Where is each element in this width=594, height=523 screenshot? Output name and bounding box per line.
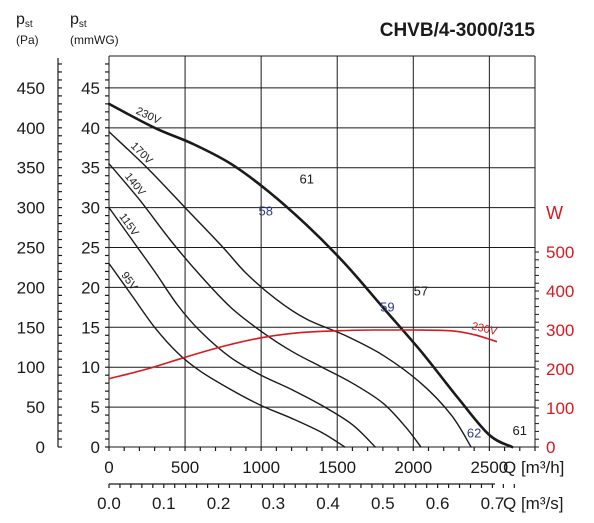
series-lines <box>107 102 514 449</box>
watt-tick-label: 0 <box>546 438 555 457</box>
m3s-tick-label: 0.5 <box>371 494 395 513</box>
m3s-tick-label: 0.7 <box>481 494 505 513</box>
mmwg-tick-label: 30 <box>81 199 100 218</box>
m3h-tick-label: 1500 <box>318 458 356 477</box>
pressure-curve-140v <box>108 163 422 448</box>
pa-tick-label: 400 <box>17 119 45 138</box>
mmwg-tick-label: 0 <box>91 438 100 457</box>
pa-tick-label: 50 <box>26 398 45 417</box>
m3s-axis-label: Q [m³/s] <box>503 494 563 513</box>
mmwg-axis-label: pst <box>70 11 87 30</box>
pressure-curve-95v <box>108 262 346 448</box>
m3s-tick-label: 0.4 <box>316 494 340 513</box>
watt-axis-label: W <box>546 203 563 223</box>
m3s-tick-label: 0.0 <box>97 494 121 513</box>
pa-tick-label: 250 <box>17 239 45 258</box>
watt-tick-label: 300 <box>546 321 574 340</box>
annotation-label: 61 <box>300 172 314 187</box>
m3h-tick-label: 1000 <box>242 458 280 477</box>
mmwg-tick-label: 20 <box>81 278 100 297</box>
mmwg-tick-label: 10 <box>81 358 100 377</box>
pa-axis-unit: (Pa) <box>16 33 39 47</box>
pa-tick-label: 150 <box>17 318 45 337</box>
annotation-label: 59 <box>380 299 394 314</box>
watt-tick-label: 400 <box>546 282 574 301</box>
pa-tick-label: 300 <box>17 199 45 218</box>
pa-tick-label: 450 <box>17 79 45 98</box>
power-curve-230v <box>108 329 498 380</box>
chart-title: CHVB/4-3000/315 <box>380 20 536 41</box>
pa-axis-label: pst <box>16 11 33 30</box>
pressure-curve-230v <box>107 102 514 449</box>
pa-tick-label: 100 <box>17 358 45 377</box>
mmwg-tick-label: 25 <box>81 239 100 258</box>
m3s-tick-label: 0.3 <box>261 494 285 513</box>
mmwg-axis-unit: (mmWG) <box>70 33 119 47</box>
pressure-curve-170v <box>108 131 472 448</box>
pressure-curve-115v <box>108 206 376 448</box>
grid <box>58 55 539 488</box>
annotation-label: 62 <box>467 425 481 440</box>
watt-tick-label: 100 <box>546 399 574 418</box>
m3h-axis-label: Q [m³/h] <box>503 458 564 477</box>
m3h-tick-label: 0 <box>104 458 113 477</box>
mmwg-tick-label: 15 <box>81 318 100 337</box>
watt-tick-label: 200 <box>546 360 574 379</box>
annotation-label: 57 <box>414 283 428 298</box>
m3h-tick-label: 500 <box>171 458 199 477</box>
mmwg-tick-label: 45 <box>81 79 100 98</box>
annotation-label: 58 <box>258 204 272 219</box>
mmwg-tick-label: 40 <box>81 119 100 138</box>
m3s-tick-label: 0.6 <box>426 494 450 513</box>
pa-tick-label: 0 <box>36 438 45 457</box>
m3h-tick-label: 2500 <box>470 458 508 477</box>
pa-tick-label: 200 <box>17 278 45 297</box>
m3s-tick-label: 0.1 <box>152 494 176 513</box>
mmwg-tick-label: 35 <box>81 159 100 178</box>
pa-tick-label: 350 <box>17 159 45 178</box>
watt-tick-label: 500 <box>546 243 574 262</box>
mmwg-tick-label: 5 <box>91 398 100 417</box>
power-curve-label: 230V <box>470 320 498 338</box>
curve-label-115v: 115V <box>116 211 141 239</box>
tick-labels: 0501001502002503003504004500510152025303… <box>17 79 575 513</box>
annotation-label: 61 <box>513 423 527 438</box>
m3s-tick-label: 0.2 <box>207 494 231 513</box>
m3h-tick-label: 2000 <box>394 458 432 477</box>
